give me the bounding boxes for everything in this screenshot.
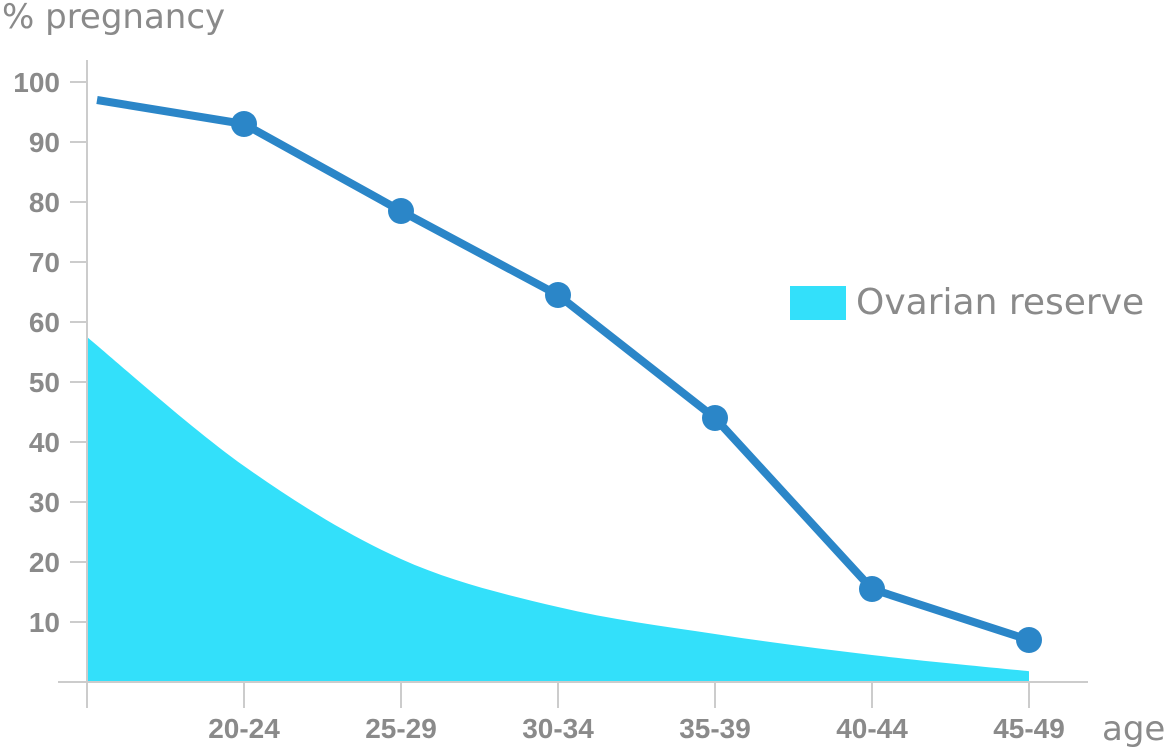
y-tick-label-40: 40 [29,427,60,458]
x-tick-label-35-39: 35-39 [679,713,751,744]
ovarian-reserve-area-layer [87,337,1029,682]
pregnancy-point-30-34 [545,282,571,308]
x-tick-label-45-49: 45-49 [993,713,1065,744]
y-tick-label-20: 20 [29,547,60,578]
legend: Ovarian reserve [790,282,1144,323]
y-tick-label-90: 90 [29,127,60,158]
legend-swatch-ovarian-reserve [790,286,846,320]
x-tick-label-20-24: 20-24 [208,713,280,744]
y-tick-label-30: 30 [29,487,60,518]
y-tick-label-60: 60 [29,307,60,338]
x-axis-title: age [1102,709,1165,748]
y-tick-label-70: 70 [29,247,60,278]
x-tick-label-30-34: 30-34 [522,713,594,744]
y-ticks: 10 20 30 40 50 60 70 80 90 100 [13,67,87,638]
pregnancy-point-35-39 [702,405,728,431]
axes [58,60,1088,708]
x-ticks: 20-24 25-29 30-34 35-39 40-44 45-49 [86,682,1065,744]
y-tick-label-50: 50 [29,367,60,398]
pregnancy-line-layer [96,96,1042,653]
x-tick-label-25-29: 25-29 [365,713,437,744]
pregnancy-point-45-49 [1016,627,1042,653]
y-tick-label-10: 10 [29,607,60,638]
pregnancy-point-25-29 [388,198,414,224]
legend-label-ovarian-reserve: Ovarian reserve [856,282,1144,323]
pregnancy-point-20-24 [231,111,257,137]
x-tick-label-40-44: 40-44 [836,713,908,744]
y-tick-label-100: 100 [13,67,60,98]
y-axis-title: % pregnancy [2,0,225,37]
y-tick-label-80: 80 [29,187,60,218]
pregnancy-point-40-44 [859,576,885,602]
ovarian-reserve-area [87,337,1029,682]
